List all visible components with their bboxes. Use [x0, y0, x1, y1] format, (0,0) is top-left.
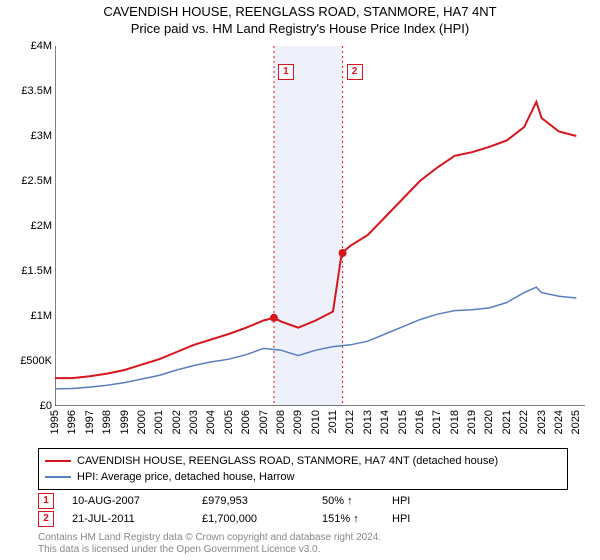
x-tick-label: 2025 — [570, 410, 582, 434]
legend: CAVENDISH HOUSE, REENGLASS ROAD, STANMOR… — [38, 448, 568, 490]
title-block: CAVENDISH HOUSE, REENGLASS ROAD, STANMOR… — [0, 4, 600, 36]
legend-label: HPI: Average price, detached house, Harr… — [77, 471, 294, 483]
y-tick-label: £0 — [4, 400, 52, 412]
x-tick-label: 2017 — [431, 410, 443, 434]
y-tick-label: £500K — [4, 355, 52, 367]
x-tick-label: 2004 — [205, 410, 217, 434]
datapoints-table: 1 10-AUG-2007£979,95350% ↑HPI 2 21-JUL-2011… — [38, 492, 410, 528]
attribution-line1: Contains HM Land Registry data © Crown c… — [38, 532, 381, 544]
legend-swatch-hpi — [45, 476, 71, 478]
datapoint-price: £1,700,000 — [202, 513, 322, 525]
legend-row: HPI: Average price, detached house, Harr… — [45, 469, 561, 485]
y-tick-label: £3.5M — [4, 85, 52, 97]
x-tick-label: 2023 — [536, 410, 548, 434]
datapoint-pct: 151% ↑ — [322, 513, 392, 525]
x-tick-label: 1996 — [66, 410, 78, 434]
y-tick-label: £3M — [4, 130, 52, 142]
x-tick-label: 2010 — [310, 410, 322, 434]
y-tick-label: £2M — [4, 220, 52, 232]
x-tick-label: 1999 — [119, 410, 131, 434]
x-tick-label: 2013 — [362, 410, 374, 434]
chart-marker-callout: 1 — [278, 64, 294, 80]
x-tick-label: 2018 — [449, 410, 461, 434]
datapoint-suffix: HPI — [392, 495, 410, 507]
x-tick-label: 1998 — [101, 410, 113, 434]
datapoint-price: £979,953 — [202, 495, 322, 507]
x-tick-label: 2006 — [240, 410, 252, 434]
title-line1: CAVENDISH HOUSE, REENGLASS ROAD, STANMOR… — [0, 4, 600, 19]
x-tick-label: 2021 — [501, 410, 513, 434]
datapoint-suffix: HPI — [392, 513, 410, 525]
x-tick-label: 2002 — [171, 410, 183, 434]
x-tick-label: 2001 — [153, 410, 165, 434]
x-tick-label: 2015 — [397, 410, 409, 434]
x-tick-label: 2005 — [223, 410, 235, 434]
x-tick-label: 2011 — [327, 410, 339, 434]
datapoint-marker: 1 — [38, 493, 54, 509]
chart-marker-callout: 2 — [347, 64, 363, 80]
datapoint-date: 21-JUL-2011 — [72, 513, 202, 525]
x-tick-label: 2019 — [466, 410, 478, 434]
legend-swatch-house — [45, 460, 71, 462]
y-tick-label: £1M — [4, 310, 52, 322]
sale-dot — [339, 249, 347, 257]
x-tick-label: 2009 — [292, 410, 304, 434]
x-tick-label: 2020 — [483, 410, 495, 434]
y-tick-label: £4M — [4, 40, 52, 52]
x-tick-label: 2012 — [344, 410, 356, 434]
x-tick-label: 2024 — [553, 410, 565, 434]
x-tick-label: 2007 — [258, 410, 270, 434]
y-tick-label: £1.5M — [4, 265, 52, 277]
chart-svg — [55, 46, 585, 406]
x-tick-label: 2014 — [379, 410, 391, 434]
datapoint-marker: 2 — [38, 511, 54, 527]
y-tick-label: £2.5M — [4, 175, 52, 187]
x-tick-label: 2022 — [518, 410, 530, 434]
datapoint-row: 1 10-AUG-2007£979,95350% ↑HPI — [38, 492, 410, 510]
x-tick-label: 2003 — [188, 410, 200, 434]
chart-container: CAVENDISH HOUSE, REENGLASS ROAD, STANMOR… — [0, 0, 600, 560]
attribution-line2: This data is licensed under the Open Gov… — [38, 544, 381, 556]
attribution: Contains HM Land Registry data © Crown c… — [38, 532, 381, 556]
x-tick-label: 2000 — [136, 410, 148, 434]
legend-label: CAVENDISH HOUSE, REENGLASS ROAD, STANMOR… — [77, 455, 498, 467]
x-tick-label: 2016 — [414, 410, 426, 434]
sale-dot — [270, 314, 278, 322]
legend-row: CAVENDISH HOUSE, REENGLASS ROAD, STANMOR… — [45, 453, 561, 469]
x-tick-label: 1997 — [84, 410, 96, 434]
datapoint-pct: 50% ↑ — [322, 495, 392, 507]
datapoint-row: 2 21-JUL-2011£1,700,000151% ↑HPI — [38, 510, 410, 528]
x-tick-label: 1995 — [49, 410, 61, 434]
x-tick-label: 2008 — [275, 410, 287, 434]
datapoint-date: 10-AUG-2007 — [72, 495, 202, 507]
title-line2: Price paid vs. HM Land Registry's House … — [0, 21, 600, 36]
